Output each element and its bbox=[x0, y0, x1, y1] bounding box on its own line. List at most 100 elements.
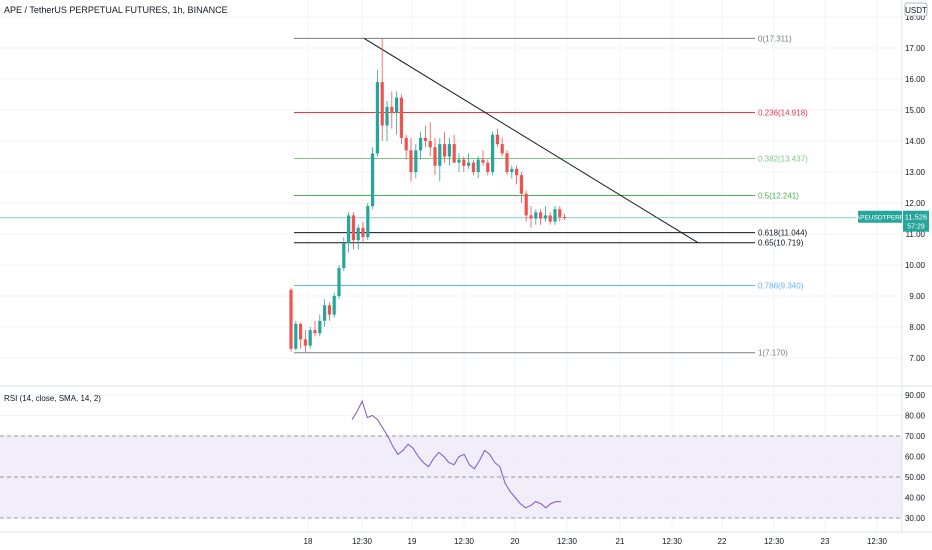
candle-body bbox=[409, 150, 413, 172]
fib-retracement[interactable]: 0(17.311) 0.236(14.918) 0.382(13.437) 0.5(1… bbox=[294, 34, 808, 358]
candle-body bbox=[390, 106, 394, 114]
candle-body bbox=[481, 159, 485, 163]
candle-body bbox=[510, 168, 514, 172]
time-tick-label: 23 bbox=[821, 537, 830, 546]
candlestick-series bbox=[289, 38, 567, 352]
rsi-tick-label: 50.00 bbox=[905, 473, 926, 482]
time-tick-label: 22 bbox=[718, 537, 727, 546]
price-tick-label: 12.00 bbox=[905, 199, 926, 208]
candle-body bbox=[351, 215, 355, 241]
price-tick-label: 13.00 bbox=[905, 168, 926, 177]
candle-body bbox=[289, 289, 293, 349]
candle-body bbox=[534, 212, 538, 219]
rsi-tick-label: 80.00 bbox=[905, 412, 926, 421]
candle-body bbox=[303, 339, 307, 346]
candle-body bbox=[524, 193, 528, 216]
candle-body bbox=[491, 134, 495, 172]
candle-body bbox=[438, 144, 442, 166]
time-tick-label: 12:30 bbox=[352, 537, 373, 546]
time-tick-label: 12:30 bbox=[454, 537, 475, 546]
candle-body bbox=[327, 305, 331, 315]
fib-level-label: 0.236(14.918) bbox=[758, 109, 808, 118]
candle-body bbox=[433, 147, 437, 166]
chart-title: APE / TetherUS PERPETUAL FUTURES, 1h, BI… bbox=[4, 5, 228, 15]
candle-body bbox=[299, 323, 303, 340]
candle-body bbox=[500, 144, 504, 154]
price-tick-label: 17.00 bbox=[905, 44, 926, 53]
time-tick-label: 12:30 bbox=[557, 537, 578, 546]
candle-body bbox=[495, 134, 499, 145]
candle-body bbox=[515, 168, 519, 176]
candle-body bbox=[332, 296, 336, 315]
rsi-tick-label: 30.00 bbox=[905, 514, 926, 523]
price-tick-label: 15.00 bbox=[905, 106, 926, 115]
time-axis[interactable]: 18 12:30 19 12:30 20 12:30 21 12:30 22 12:30 23 12:… bbox=[304, 537, 888, 546]
candle-body bbox=[457, 159, 461, 163]
candle-body bbox=[539, 212, 543, 219]
fib-level-label: 1(7.170) bbox=[758, 349, 788, 358]
currency-label: USDT bbox=[905, 6, 927, 15]
price-tick-label: 16.00 bbox=[905, 75, 926, 84]
time-tick-label: 18 bbox=[304, 537, 313, 546]
rsi-tick-label: 40.00 bbox=[905, 494, 926, 503]
candle-body bbox=[380, 82, 384, 126]
symbol-tag-label: APEUSDTPERP bbox=[856, 215, 904, 222]
candle-body bbox=[462, 159, 466, 166]
rsi-indicator-label[interactable]: RSI (14, close, SMA, 14, 2) bbox=[4, 394, 101, 403]
candle-body bbox=[486, 162, 490, 172]
fib-level-label: 0.5(12.241) bbox=[758, 192, 799, 201]
time-tick-label: 19 bbox=[408, 537, 417, 546]
last-price-tag-bg bbox=[903, 210, 929, 232]
candle-body bbox=[395, 97, 399, 114]
time-tick-label: 12:30 bbox=[764, 537, 785, 546]
fib-level-label: 0.786(9.340) bbox=[758, 281, 804, 290]
candle-body bbox=[361, 227, 365, 238]
fib-level-label: 0.618(11.044) bbox=[758, 229, 808, 238]
candle-body bbox=[452, 144, 456, 163]
fib-level-label: 0.382(13.437) bbox=[758, 154, 808, 163]
rsi-tick-label: 90.00 bbox=[905, 391, 926, 400]
symbol-tag-bg bbox=[858, 210, 902, 223]
fib-level-label: 0(17.311) bbox=[758, 34, 792, 43]
candle-body bbox=[419, 137, 423, 151]
candle-body bbox=[505, 153, 509, 172]
candle-body bbox=[399, 97, 403, 138]
candle-body bbox=[375, 82, 379, 154]
time-tick-label: 21 bbox=[616, 537, 625, 546]
candle-body bbox=[371, 153, 375, 207]
candle-body bbox=[323, 305, 327, 321]
fib-level-label: 0.65(10.719) bbox=[758, 239, 804, 248]
candle-body bbox=[318, 320, 322, 334]
candle-body bbox=[428, 141, 432, 148]
candle-body bbox=[366, 206, 370, 238]
candle-body bbox=[347, 215, 351, 244]
candle-body bbox=[529, 215, 533, 219]
candle-body bbox=[543, 215, 547, 219]
price-tick-label: 18.00 bbox=[905, 13, 926, 22]
candle-body bbox=[447, 144, 451, 157]
candle-body bbox=[404, 137, 408, 151]
last-price-label: 11.526 bbox=[905, 213, 927, 222]
descending-trendline[interactable] bbox=[363, 37, 699, 244]
bar-countdown-label: 57:29 bbox=[907, 224, 925, 231]
price-tick-label: 11.00 bbox=[906, 230, 926, 239]
candle-body bbox=[337, 268, 341, 296]
currency-badge[interactable] bbox=[904, 2, 928, 17]
candle-body bbox=[467, 162, 471, 166]
candle-body bbox=[423, 137, 427, 141]
candle-body bbox=[313, 330, 317, 334]
candle-body bbox=[342, 243, 346, 269]
candle-body bbox=[356, 227, 360, 241]
rsi-line bbox=[351, 399, 562, 509]
time-tick-label: 12:30 bbox=[662, 537, 683, 546]
candle-body bbox=[414, 150, 418, 172]
candle-body bbox=[558, 209, 562, 217]
rsi-axis[interactable]: 90.00 80.00 70.00 60.00 50.00 40.00 30.00 bbox=[905, 391, 926, 523]
candle-body bbox=[385, 106, 389, 126]
candle-body bbox=[553, 209, 557, 222]
price-axis[interactable]: 18.00 17.00 16.00 15.00 14.00 13.00 12.00 11.00… bbox=[905, 13, 926, 363]
price-tick-label: 9.00 bbox=[909, 292, 925, 301]
candle-body bbox=[443, 144, 447, 157]
candle-body bbox=[563, 216, 567, 218]
